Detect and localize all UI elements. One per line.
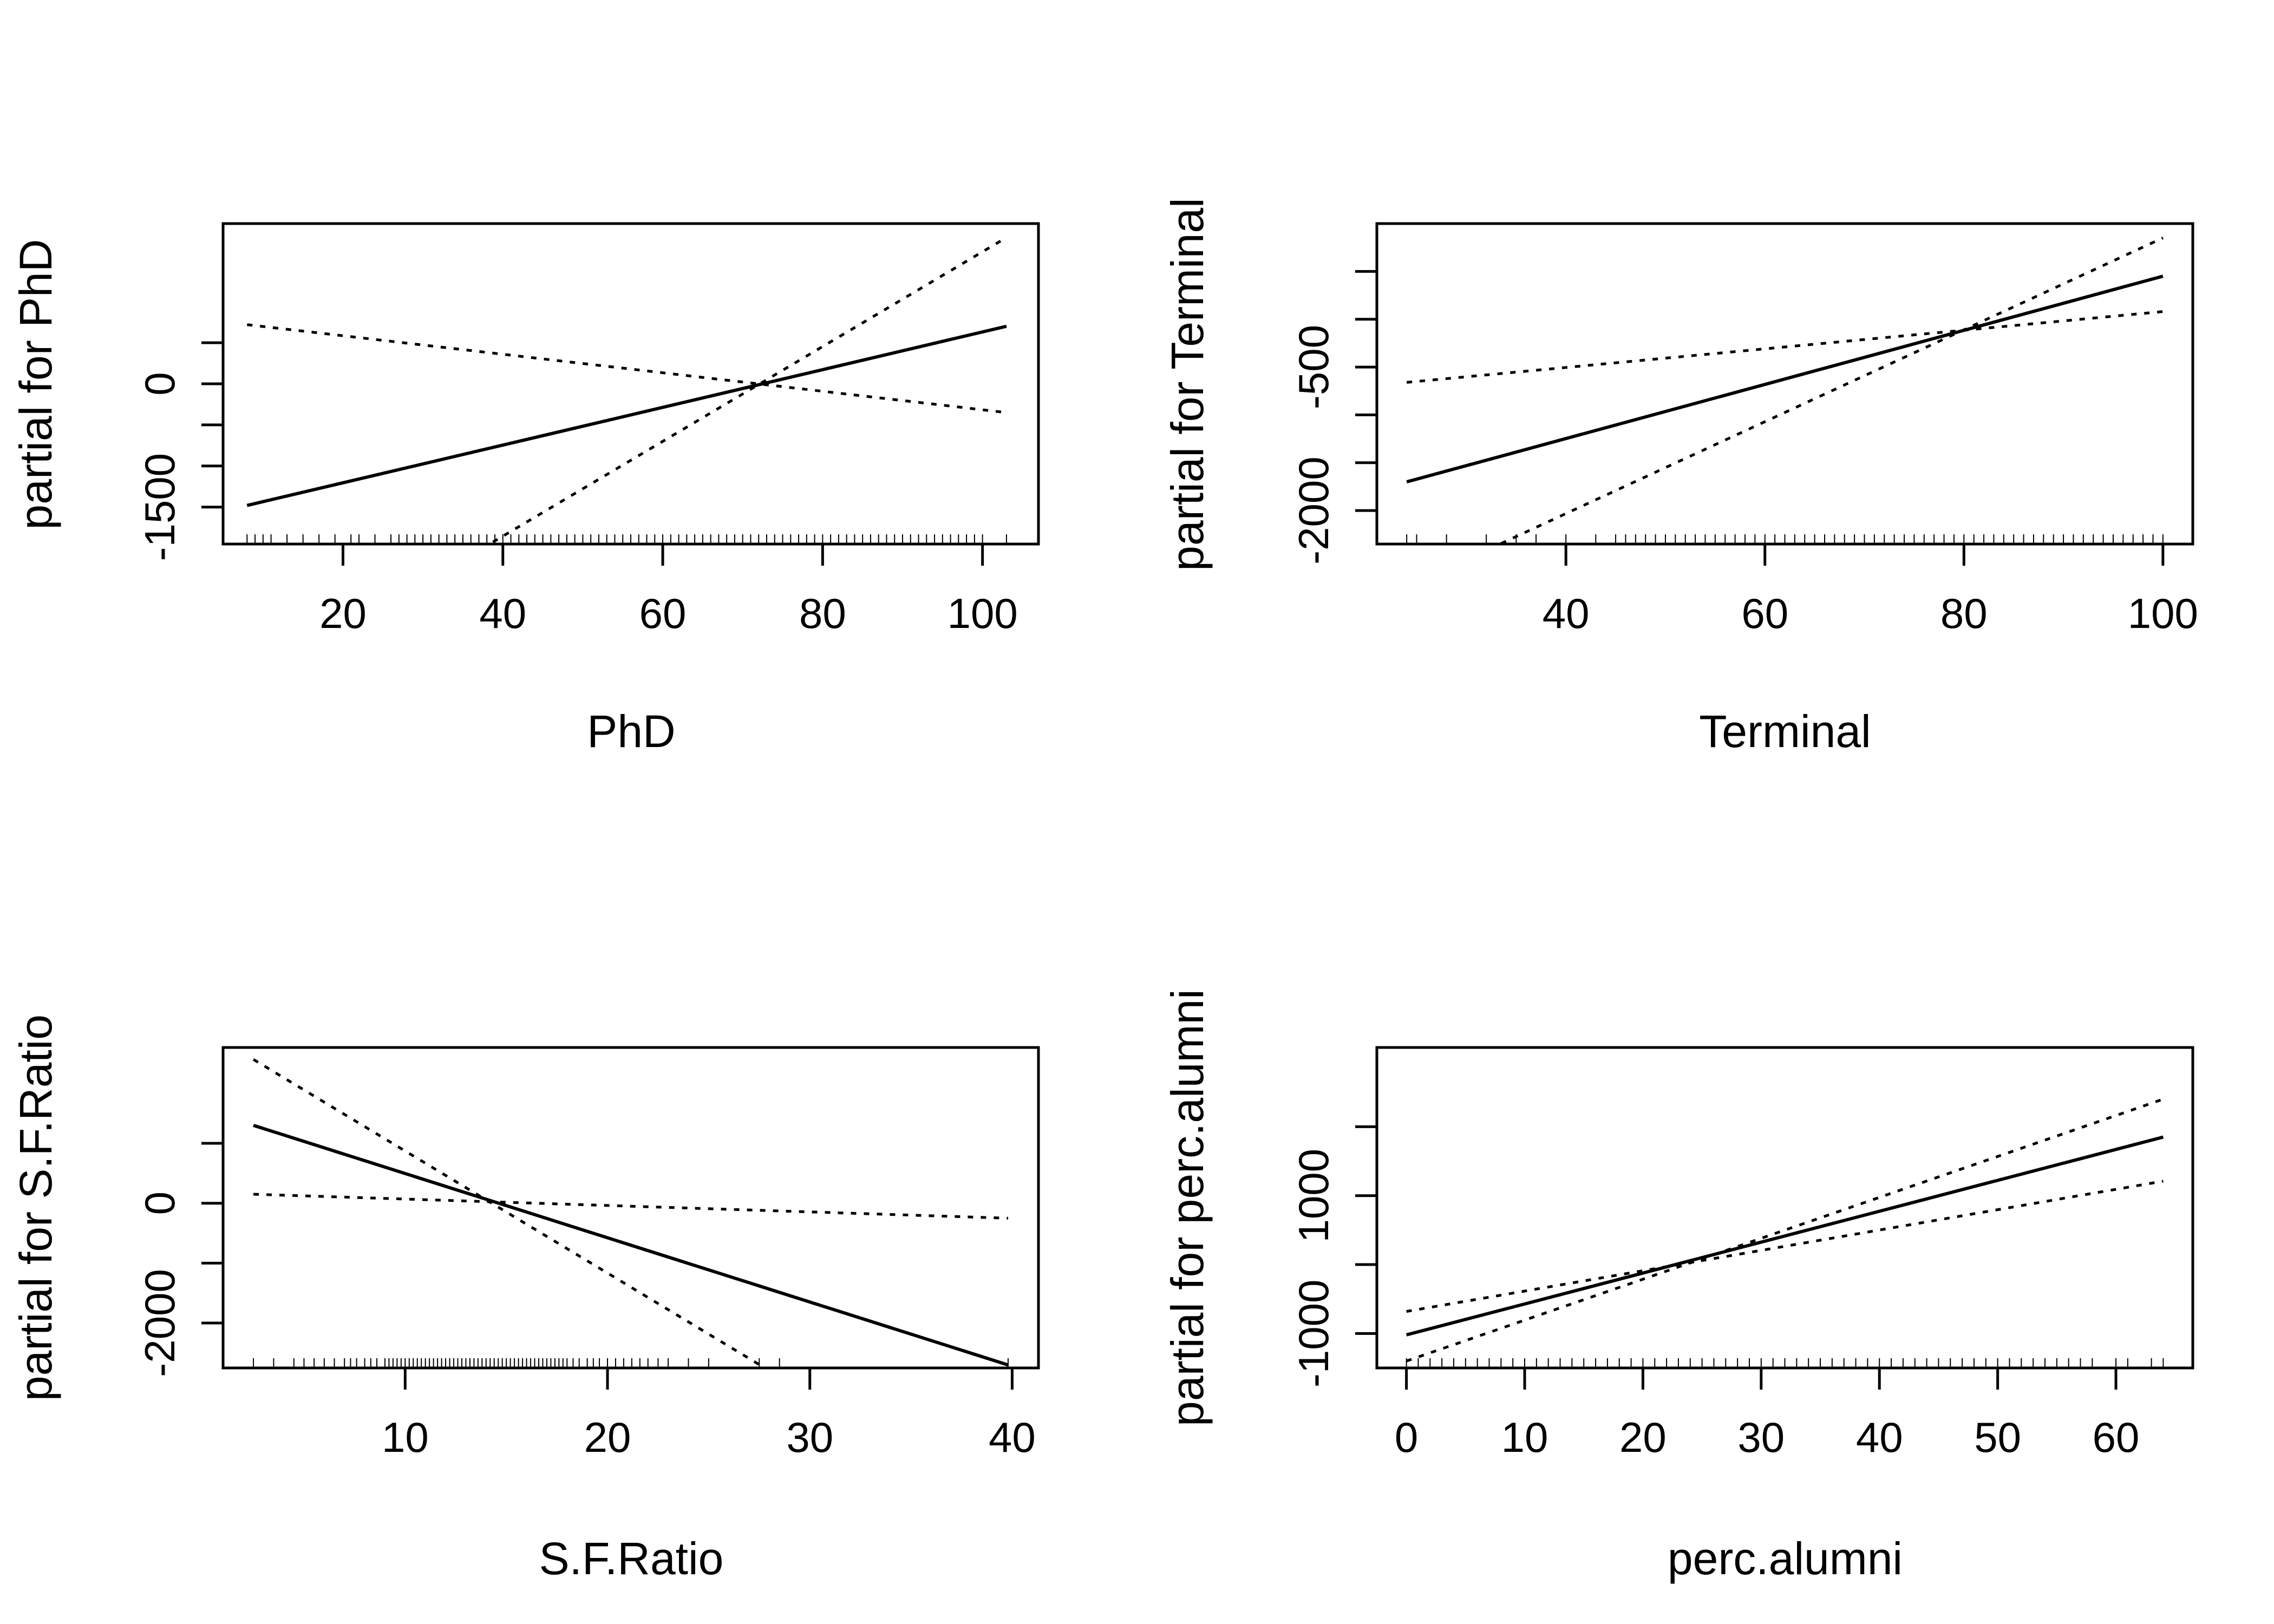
x-tick-label: 10 bbox=[1501, 1413, 1548, 1461]
x-tick-label: 100 bbox=[948, 590, 1018, 637]
panel-phd: PhD partial for PhD 20 40 60 80 100 -1500 0 bbox=[10, 222, 1040, 757]
fit-line bbox=[1406, 274, 2164, 484]
x-tick-label: 80 bbox=[799, 590, 846, 637]
y-tick-label: -1500 bbox=[136, 453, 184, 561]
x-tick-label: 10 bbox=[382, 1413, 429, 1461]
x-axis-title: PhD bbox=[587, 706, 675, 757]
panel-terminal: Terminal partial for Terminal 40 60 80 100 -… bbox=[1162, 198, 2198, 757]
x-tick-label: 30 bbox=[786, 1413, 833, 1461]
confidence-band-line bbox=[1406, 1180, 2164, 1313]
x-tick-label: 60 bbox=[1741, 590, 1788, 637]
x-axis-title: S.F.Ratio bbox=[539, 1533, 724, 1584]
y-tick-label: -1000 bbox=[1290, 1280, 1337, 1388]
panel-sf-ratio: S.F.Ratio partial for S.F.Ratio 10 20 30 40… bbox=[10, 1014, 1040, 1584]
y-axis-title: partial for Terminal bbox=[1162, 198, 1213, 571]
confidence-band-line bbox=[253, 1193, 1009, 1220]
x-tick-label: 30 bbox=[1737, 1413, 1785, 1461]
x-tick-label: 20 bbox=[584, 1413, 631, 1461]
confidence-band-line bbox=[252, 1058, 768, 1368]
fit-line bbox=[253, 1123, 1009, 1367]
y-tick-label: 1000 bbox=[1290, 1149, 1337, 1243]
y-tick-label: 0 bbox=[136, 372, 184, 395]
fit-line bbox=[246, 324, 1007, 507]
panel-perc-alumni: perc.alumni partial for perc.alumni 0 10 2… bbox=[1162, 989, 2194, 1584]
fit-line bbox=[1406, 1135, 2164, 1337]
x-tick-label: 40 bbox=[1543, 590, 1590, 637]
y-axis-title: partial for S.F.Ratio bbox=[10, 1014, 61, 1401]
y-axis-title: partial for perc.alumni bbox=[1162, 989, 1213, 1426]
x-tick-label: 20 bbox=[319, 590, 367, 637]
plot-frame bbox=[221, 1046, 1040, 1370]
x-tick-label: 80 bbox=[1940, 590, 1988, 637]
x-tick-label: 40 bbox=[989, 1413, 1036, 1461]
confidence-band-line bbox=[1406, 310, 2164, 384]
x-tick-label: 0 bbox=[1395, 1413, 1418, 1461]
y-tick-label: -2000 bbox=[1290, 456, 1337, 564]
x-tick-label: 20 bbox=[1619, 1413, 1667, 1461]
confidence-band-line bbox=[1406, 1098, 2164, 1363]
x-tick-label: 100 bbox=[2128, 590, 2198, 637]
y-tick-label: -2000 bbox=[136, 1269, 184, 1377]
confidence-band-line bbox=[247, 323, 1007, 414]
y-tick-label: 0 bbox=[136, 1191, 184, 1215]
y-tick-label: -500 bbox=[1290, 325, 1337, 409]
x-tick-label: 40 bbox=[479, 590, 526, 637]
x-tick-label: 60 bbox=[2093, 1413, 2140, 1461]
x-tick-label: 50 bbox=[1974, 1413, 2021, 1461]
x-tick-label: 40 bbox=[1856, 1413, 1903, 1461]
confidence-band-line bbox=[1497, 237, 2164, 544]
x-tick-label: 60 bbox=[639, 590, 687, 637]
x-axis-title: perc.alumni bbox=[1668, 1533, 1903, 1584]
x-axis-title: Terminal bbox=[1699, 706, 1871, 757]
y-axis-title: partial for PhD bbox=[10, 239, 61, 530]
